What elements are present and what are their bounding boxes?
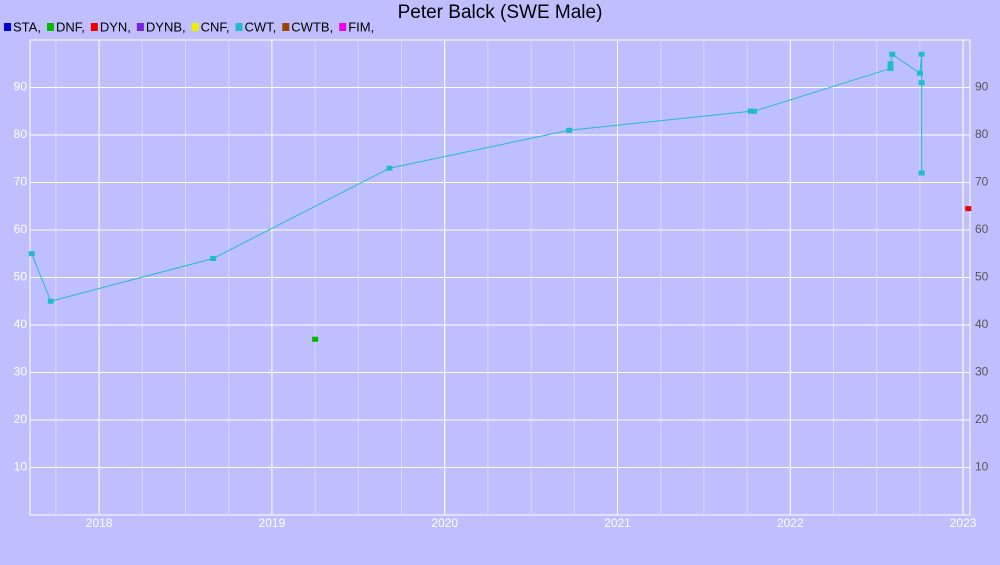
point	[918, 80, 925, 86]
y-tick-label: 20	[14, 412, 28, 426]
legend-swatch	[46, 23, 54, 31]
y-tick-label: 80	[14, 127, 28, 141]
legend-label: DYN,	[100, 19, 131, 34]
y-tick-label-right: 30	[975, 365, 989, 379]
legend-swatch	[339, 23, 347, 31]
y-tick-label-right: 70	[975, 175, 989, 189]
y-tick-label: 50	[14, 270, 28, 284]
y-tick-label: 60	[14, 222, 28, 236]
legend-label: DNF,	[56, 19, 85, 34]
series-line	[31, 53, 923, 302]
y-tick-label-right: 40	[975, 317, 989, 331]
x-tick-label: 2023	[950, 516, 977, 530]
x-tick-label: 2022	[777, 516, 804, 530]
legend-swatch	[136, 23, 144, 31]
y-tick-label-right: 90	[975, 80, 989, 94]
legend-swatch	[235, 23, 243, 31]
point	[887, 66, 894, 71]
point	[751, 108, 758, 114]
y-tick-label: 30	[14, 365, 28, 379]
y-tick-label: 40	[14, 317, 28, 331]
point	[747, 108, 754, 114]
point	[887, 61, 894, 67]
y-tick-label: 10	[14, 460, 28, 474]
point	[386, 165, 393, 171]
point	[889, 51, 896, 57]
legend-label: CWT,	[245, 19, 277, 34]
legend-swatch	[191, 23, 199, 31]
point	[918, 170, 925, 176]
y-tick-label: 90	[14, 80, 28, 94]
point	[28, 251, 35, 257]
x-tick-label: 2020	[431, 516, 458, 530]
x-tick-label: 2019	[259, 516, 286, 530]
legend-swatch	[282, 23, 290, 31]
legend-swatch	[4, 23, 11, 31]
y-tick-label-right: 80	[975, 127, 989, 141]
point	[47, 298, 54, 304]
y-tick-label-right: 10	[975, 460, 989, 474]
legend-label: CWTB,	[291, 19, 333, 34]
y-tick-label-right: 20	[975, 412, 989, 426]
point	[210, 256, 217, 261]
legend-label: FIM,	[348, 19, 374, 34]
legend-swatch	[90, 23, 98, 31]
chart-title: Peter Balck (SWE Male)	[398, 2, 603, 23]
point	[916, 70, 923, 76]
x-tick-label: 2018	[86, 516, 113, 530]
x-tick-label: 2021	[604, 516, 631, 530]
y-tick-label-right: 50	[975, 270, 989, 284]
legend-label: CNF,	[201, 19, 230, 34]
point	[312, 336, 319, 342]
point	[566, 127, 573, 133]
legend-label: STA,	[13, 19, 41, 34]
legend-label: DYNB,	[146, 19, 186, 34]
y-tick-label: 70	[14, 175, 28, 189]
point	[965, 206, 972, 212]
y-tick-label-right: 60	[975, 222, 989, 236]
point	[918, 51, 925, 57]
